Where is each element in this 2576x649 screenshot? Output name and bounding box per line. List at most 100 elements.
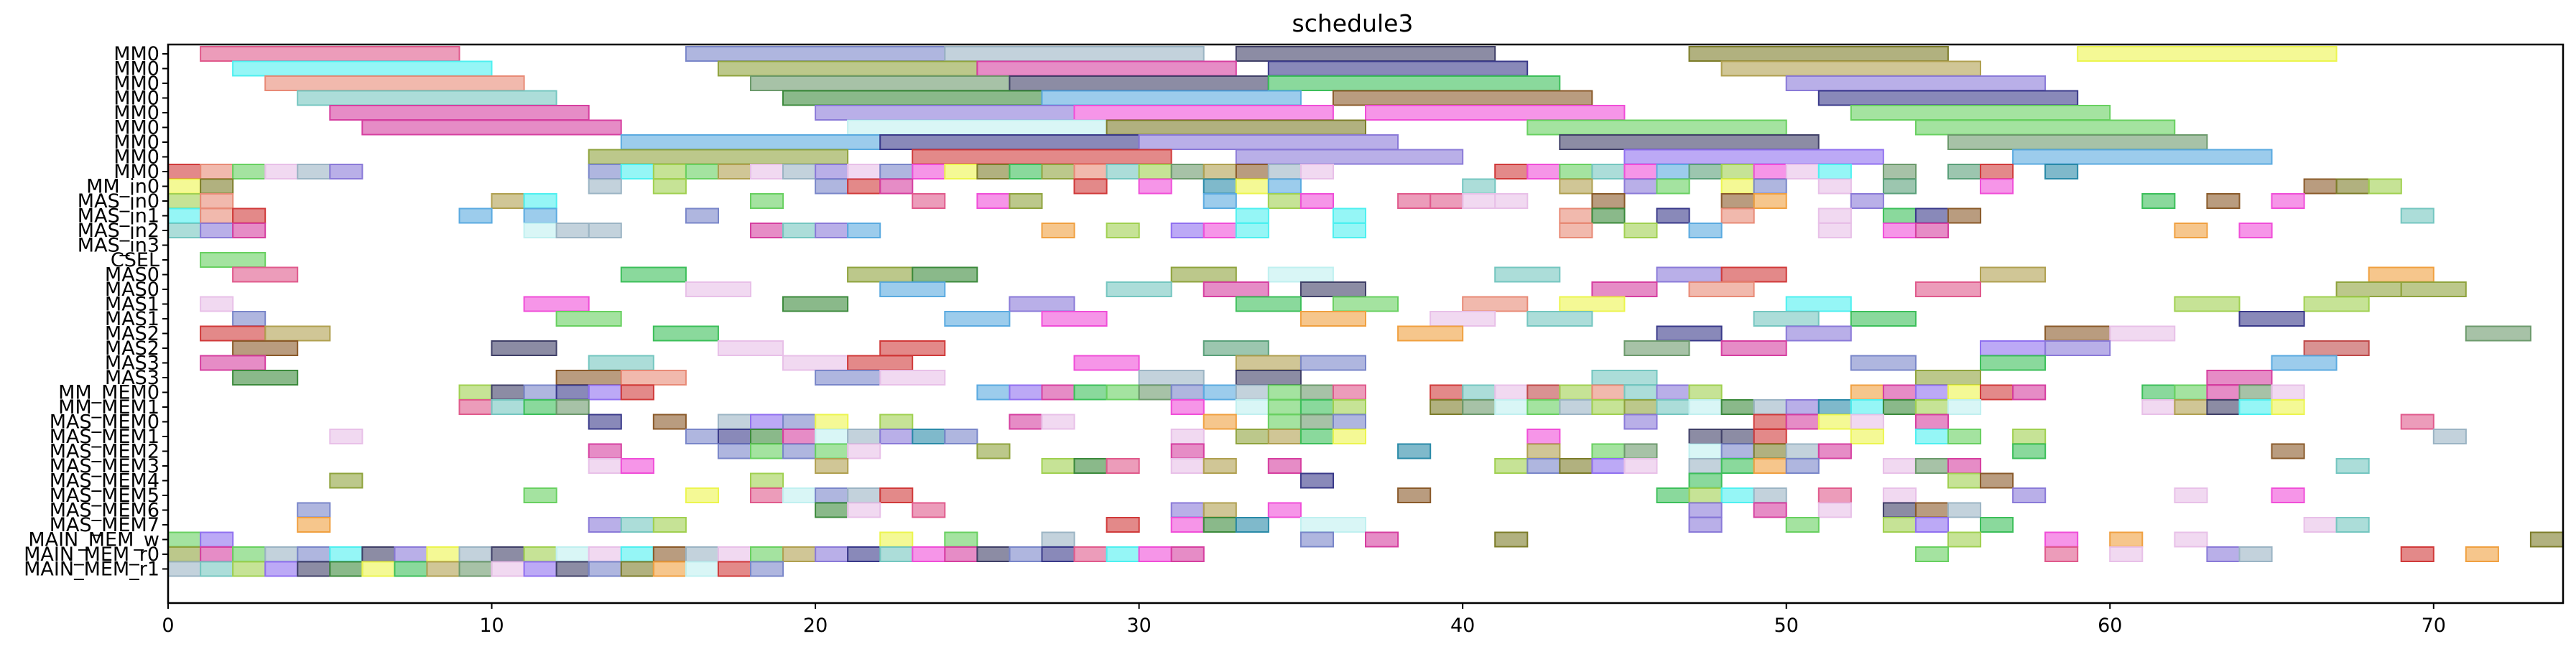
task-bar (1914, 223, 1949, 238)
task-bar (2238, 546, 2273, 562)
task-bar (2271, 487, 2305, 503)
task-bar (1494, 399, 1529, 415)
task-bar (1688, 517, 1723, 533)
task-bar (1850, 414, 1884, 430)
task-bar (2174, 531, 2208, 548)
task-bar (717, 443, 752, 459)
task-bar (1656, 266, 1723, 283)
task-bar (847, 164, 881, 179)
y-tick-label: MAS_MEM4 (50, 470, 159, 492)
task-bar (523, 546, 557, 562)
task-bar (1365, 105, 1626, 121)
task-bar (1753, 429, 1787, 444)
task-bar (2174, 384, 2208, 401)
task-bar (1235, 399, 1269, 415)
task-bar (1882, 502, 1917, 518)
task-bar (1235, 46, 1496, 62)
task-bar (1882, 517, 1917, 533)
task-bar (1914, 517, 1949, 533)
task-bar (1785, 164, 1820, 179)
task-bar (1430, 193, 1464, 209)
task-bar (329, 546, 363, 562)
task-bar (200, 325, 267, 342)
task-bar (1203, 414, 1237, 430)
x-tick-label: 60 (2098, 615, 2122, 637)
task-bar (1041, 414, 1075, 430)
task-bar (1106, 458, 1140, 474)
task-bar (652, 164, 687, 179)
task-bar (297, 502, 331, 518)
task-bar (2206, 370, 2273, 386)
task-bar (458, 207, 493, 224)
y-tick-label: MAS1 (105, 308, 159, 330)
task-bar (2238, 311, 2305, 327)
task-bar (1785, 399, 1820, 415)
task-bar (2432, 429, 2467, 444)
task-bar (1656, 178, 1690, 195)
task-bar (1462, 384, 1496, 401)
task-bar (523, 399, 557, 415)
task-bar (976, 164, 1011, 179)
y-tick-label: MM0 (113, 58, 159, 80)
task-bar (1106, 119, 1366, 136)
task-bar (491, 546, 525, 562)
task-bar (1688, 487, 1723, 503)
task-bar (555, 546, 590, 562)
task-bar (1817, 90, 2079, 106)
task-bar (1656, 399, 1690, 415)
task-bar (1914, 281, 1981, 297)
y-tick-label: MAIN_MEM_w (28, 529, 159, 551)
task-bar (750, 164, 784, 179)
y-tick-label: MM0 (113, 102, 159, 124)
task-bar (1688, 164, 1723, 179)
task-bar (1688, 281, 1755, 297)
task-bar (1850, 399, 1884, 415)
task-bar (1494, 266, 1561, 283)
task-bar (555, 223, 590, 238)
task-bar (1720, 60, 1982, 77)
task-bar (1106, 281, 1172, 297)
task-bar (588, 164, 622, 179)
task-bar (847, 429, 881, 444)
task-bar (1753, 164, 1787, 179)
task-bar (717, 429, 752, 444)
bars-layer (167, 46, 2564, 577)
task-bar (555, 399, 590, 415)
task-bar (1462, 296, 1529, 312)
task-bar (2044, 325, 2111, 342)
task-bar (879, 281, 946, 297)
task-bar (1138, 384, 1172, 401)
task-bar (1332, 399, 1367, 415)
task-bar (685, 281, 752, 297)
y-tick-label: MAS_MEM3 (50, 455, 159, 477)
task-bar (620, 266, 687, 283)
task-bar (1980, 472, 2014, 489)
task-bar (1623, 149, 1884, 165)
task-bar (1720, 207, 1755, 224)
task-bar (1332, 90, 1593, 106)
task-bar (782, 546, 817, 562)
task-bar (1041, 546, 1075, 562)
task-bar (361, 119, 622, 136)
task-bar (1235, 164, 1269, 179)
x-tick-label: 20 (803, 615, 828, 637)
task-bar (879, 429, 914, 444)
task-bar (976, 443, 1011, 459)
task-bar (717, 414, 752, 430)
task-bar (976, 546, 1011, 562)
task-bar (750, 561, 784, 577)
task-bar (2303, 178, 2338, 195)
task-bar (167, 546, 202, 562)
task-bar (685, 207, 720, 224)
task-bar (1947, 502, 1982, 518)
task-bar (2400, 207, 2434, 224)
task-bar (2141, 193, 2176, 209)
task-bar (2238, 384, 2273, 401)
task-bar (2368, 266, 2434, 283)
task-bar (1623, 458, 1658, 474)
task-bar (847, 443, 881, 459)
task-bar (1980, 178, 2014, 195)
y-tick-label: MM_MEM0 (58, 382, 159, 404)
task-bar (976, 60, 1237, 77)
task-bar (620, 561, 654, 577)
